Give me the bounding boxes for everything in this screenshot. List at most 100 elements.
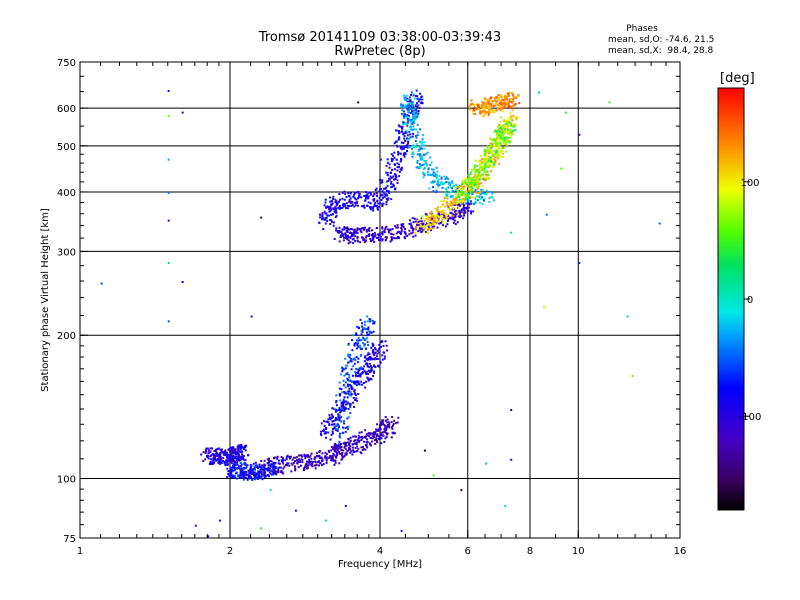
echo-f2-cusp-left: [415, 128, 418, 131]
echo-f2-trace-lower-edge: [408, 229, 411, 232]
echo-f1-vertical-columns: [350, 368, 353, 371]
echo-f2-transition-band: [502, 134, 505, 137]
echo-f1-vertical-columns: [340, 407, 343, 410]
y-tick-label: 300: [57, 247, 76, 258]
echo-f1-vertical-columns: [367, 326, 370, 329]
echo-f2-trace-lower-edge: [344, 234, 347, 236]
echo-f2-transition-band: [471, 189, 474, 192]
echo-f1-trace: [339, 452, 342, 455]
echo-es-low: [240, 467, 243, 470]
echo-f2-extraordinary-trace: [419, 223, 422, 226]
echo-f1-vertical-columns: [349, 353, 352, 356]
echo-f1-upper-branch: [373, 358, 376, 361]
echo-f1-vertical-columns: [346, 417, 349, 420]
echo-f2-transition-band: [509, 140, 512, 143]
echo-f2-trace-lower-edge: [398, 237, 400, 240]
echo-f1-upper-branch: [325, 431, 328, 434]
echo-f1-trace: [365, 443, 368, 446]
echo-f2-extraordinary-trace: [502, 119, 505, 122]
echo-f2-trace-left-knee: [349, 201, 352, 204]
echo-f2-cusp-left: [451, 182, 454, 184]
echo-f2-cusp-left: [433, 180, 436, 183]
echo-f2-trace-left-knee: [417, 110, 420, 112]
echo-f2-trace-left-knee: [370, 208, 372, 211]
echo-f2-cusp-left: [419, 154, 422, 157]
echo-f2-trace-left-knee: [399, 125, 402, 128]
echo-f1-vertical-columns: [343, 374, 346, 377]
echo-f1-upper-branch: [319, 430, 322, 433]
echo-f2-transition-band: [464, 194, 467, 197]
echo-f1-vertical-columns: [346, 402, 349, 405]
echo-f2-cusp-left: [476, 195, 478, 198]
echo-f2-trace-left-knee: [402, 141, 405, 144]
echo-f2-extraordinary-trace: [438, 210, 441, 213]
echo-f2-upper-cusp: [487, 105, 490, 108]
echo-f2-trace-left-knee: [390, 153, 393, 156]
echo-e-region: [230, 452, 233, 455]
echo-f2-trace-lower-edge: [390, 236, 393, 239]
echo-f2-transition-band: [497, 136, 500, 139]
echo-f1-trace: [366, 434, 369, 437]
echo-f2-upper-cusp: [490, 111, 492, 114]
echo-f2-upper-cusp: [490, 103, 493, 105]
echo-f2-transition-band: [507, 131, 510, 134]
echo-f1-trace: [280, 459, 283, 462]
echo-f1-upper-branch: [330, 413, 333, 416]
echo-f2-transition-band: [485, 165, 488, 168]
echo-f2-trace-left-knee: [396, 166, 399, 169]
echo-f2-cusp-left: [411, 147, 413, 150]
echo-f1-vertical-columns: [334, 410, 337, 413]
echo-es-low: [277, 462, 280, 465]
echo-f2-trace-left-knee: [381, 202, 384, 205]
echo-f2-extraordinary-trace: [479, 190, 481, 193]
echo-f1-trace: [301, 455, 303, 458]
echo-f2-transition-band: [485, 157, 488, 160]
echo-f2-cusp-left: [414, 116, 417, 119]
echo-f2-cusp-left: [420, 147, 423, 150]
echo-sporadic-scatter: [260, 527, 263, 530]
echo-f1-vertical-columns: [348, 393, 351, 396]
echo-es-low: [264, 475, 267, 478]
echo-f1-trace: [351, 446, 354, 449]
echo-f2-cusp-left: [417, 166, 420, 169]
colorbar-tick-label: -100: [739, 412, 762, 423]
echo-es-low: [257, 476, 260, 479]
echo-es-low: [258, 473, 261, 476]
echo-f2-cusp-left: [445, 194, 448, 197]
echo-f2-extraordinary-trace: [497, 157, 500, 160]
echo-f2-upper-cusp: [481, 110, 484, 113]
echo-f2-upper-cusp: [497, 94, 500, 97]
echo-f2-trace-left-knee: [334, 216, 337, 219]
echo-f1-trace: [333, 443, 336, 446]
echo-f2-transition-band: [483, 154, 486, 157]
echo-f1-trace: [330, 458, 333, 461]
echo-f2-cusp-left: [432, 174, 435, 177]
echo-f2-cusp-left: [427, 168, 430, 171]
echo-f2-trace-lower-edge: [347, 228, 349, 231]
echo-f2-trace-lower-edge: [472, 210, 475, 213]
echo-f2-upper-cusp: [484, 113, 487, 115]
echo-f1-trace: [346, 441, 349, 444]
echo-f1-trace: [296, 462, 299, 465]
echo-f2-extraordinary-trace: [437, 206, 439, 209]
echo-f2-trace-lower-edge: [350, 228, 352, 230]
echo-f2-cusp-left: [423, 174, 426, 177]
echo-f1-upper-branch: [385, 344, 388, 347]
echo-f2-transition-band: [459, 188, 462, 191]
echo-es-low: [259, 476, 261, 479]
echo-f2-cusp-left: [400, 105, 403, 108]
echo-f2-trace-lower-edge: [389, 240, 392, 243]
echo-f2-extraordinary-trace: [481, 185, 484, 188]
echo-f2-trace-left-knee: [376, 207, 379, 210]
echo-f1-vertical-columns: [352, 365, 355, 368]
echo-f2-extraordinary-trace: [512, 114, 515, 117]
y-axis-label: Stationary phase Virtual Height [km]: [40, 208, 51, 392]
echo-es-low: [266, 469, 269, 472]
echo-f2-trace-left-knee: [420, 101, 423, 104]
echo-f1-trace: [385, 435, 388, 438]
echo-f2-cusp-left: [415, 110, 418, 113]
echo-f2-trace-lower-edge: [458, 203, 461, 206]
echo-f2-trace-lower-edge: [396, 231, 399, 234]
echo-f2-cusp-left: [474, 198, 477, 201]
echo-e-region: [229, 460, 232, 463]
